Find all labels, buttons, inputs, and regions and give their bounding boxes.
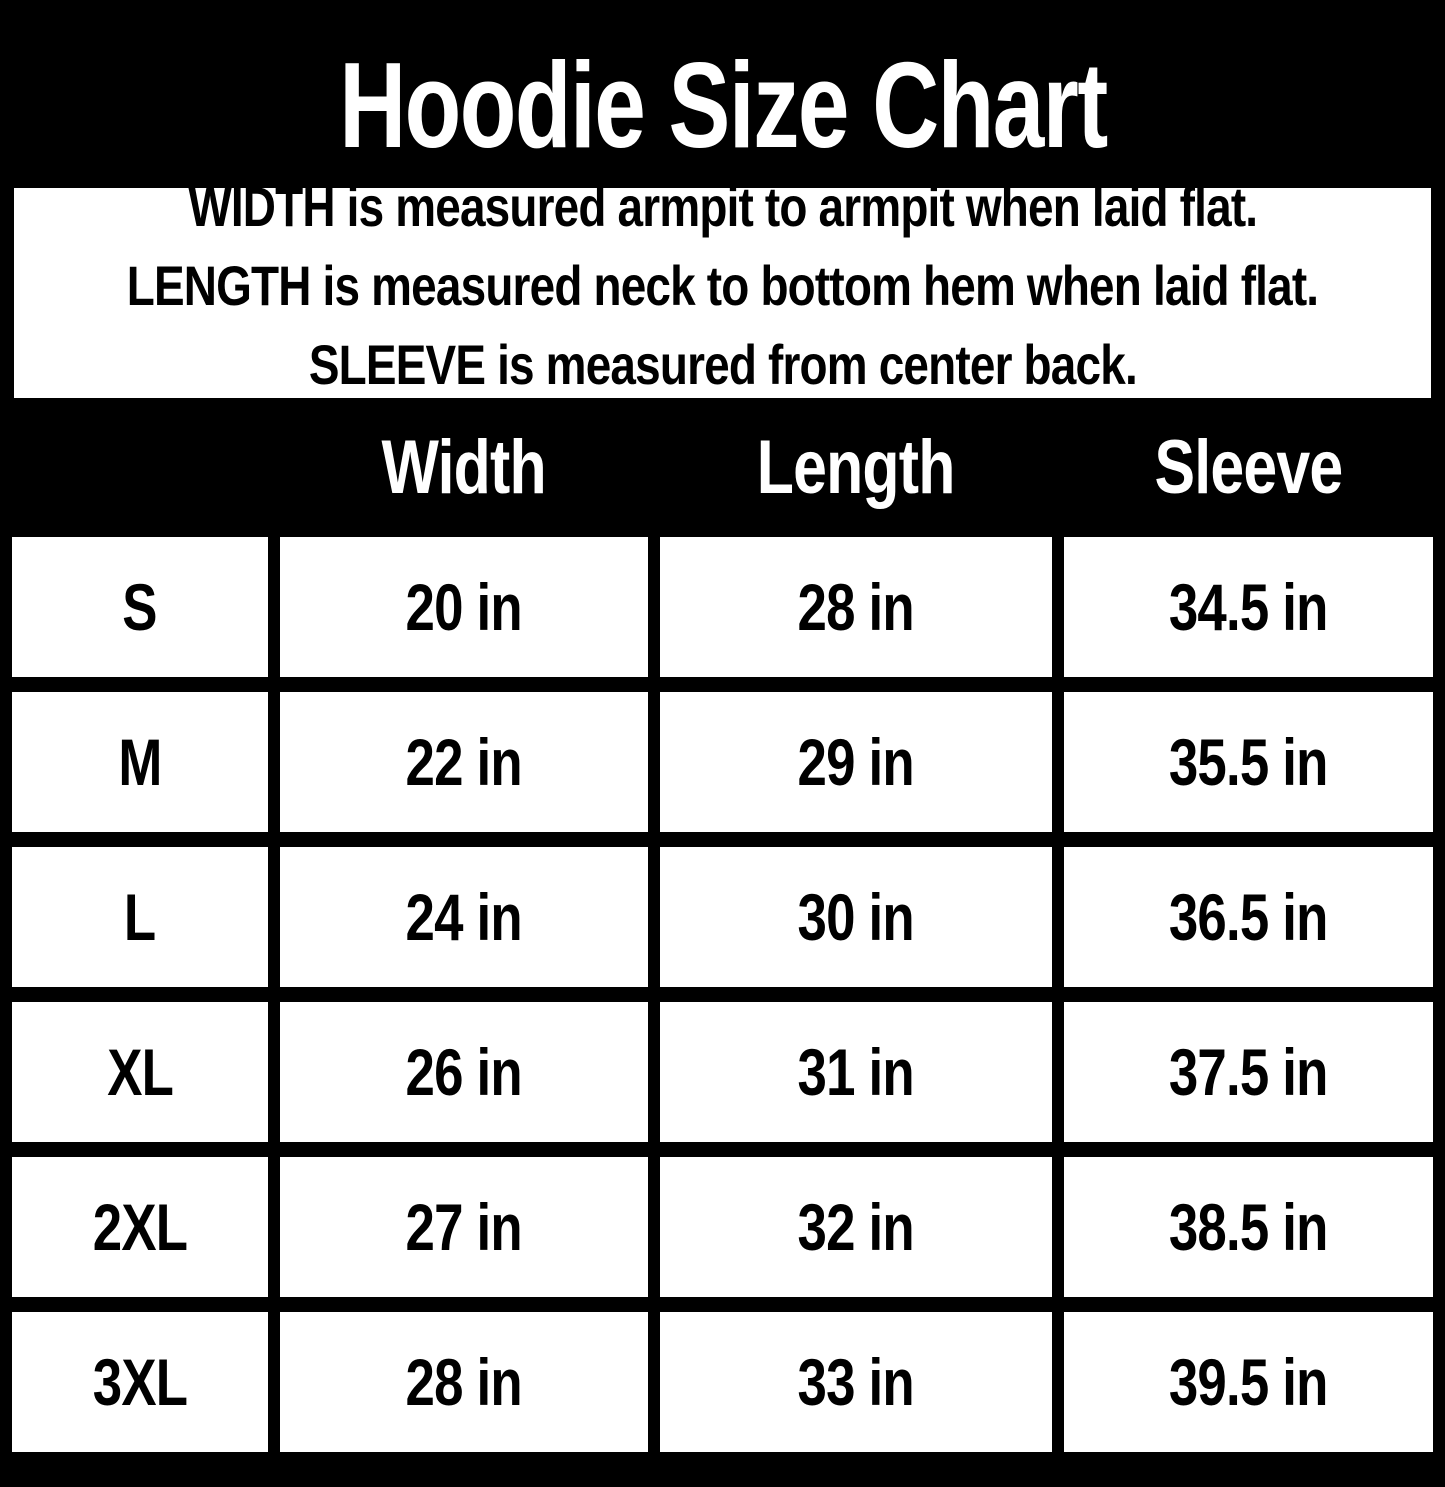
table-row-s: S 20 in 28 in 34.5 in [12,537,1433,677]
width-cell: 26 in [280,1002,648,1142]
size-cell: 3XL [12,1312,268,1452]
column-header-length: Length [757,425,956,510]
sleeve-cell: 35.5 in [1064,692,1433,832]
length-cell: 29 in [660,692,1052,832]
size-cell: XL [12,1002,268,1142]
size-cell: S [12,537,268,677]
size-table: Width Length Sleeve S 20 in 28 in 34.5 i… [12,398,1433,1452]
table-row-3xl: 3XL 28 in 33 in 39.5 in [12,1312,1433,1452]
page-title: Hoodie Size Chart [0,0,1445,188]
width-cell: 28 in [280,1312,648,1452]
sleeve-cell: 37.5 in [1064,1002,1433,1142]
sleeve-cell: 34.5 in [1064,537,1433,677]
column-header-width: Width [381,425,547,510]
size-cell: L [12,847,268,987]
size-cell: 2XL [12,1157,268,1297]
table-row-l: L 24 in 30 in 36.5 in [12,847,1433,987]
column-header-size-blank [12,398,268,537]
table-row-m: M 22 in 29 in 35.5 in [12,692,1433,832]
measurement-info-box: WIDTH is measured armpit to armpit when … [14,175,1431,398]
width-cell: 27 in [280,1157,648,1297]
table-row-2xl: 2XL 27 in 32 in 38.5 in [12,1157,1433,1297]
width-cell: 24 in [280,847,648,987]
length-cell: 33 in [660,1312,1052,1452]
page-title-text: Hoodie Size Chart [338,37,1108,173]
column-header-sleeve: Sleeve [1154,425,1344,510]
table-row-xl: XL 26 in 31 in 37.5 in [12,1002,1433,1142]
sleeve-cell: 39.5 in [1064,1312,1433,1452]
length-cell: 32 in [660,1157,1052,1297]
length-cell: 28 in [660,537,1052,677]
size-cell: M [12,692,268,832]
length-cell: 30 in [660,847,1052,987]
info-line-sleeve: SLEEVE is measured from center back. [308,332,1137,396]
info-line-length: LENGTH is measured neck to bottom hem wh… [126,253,1319,317]
width-cell: 20 in [280,537,648,677]
length-cell: 31 in [660,1002,1052,1142]
table-header-row: Width Length Sleeve [12,398,1433,537]
sleeve-cell: 38.5 in [1064,1157,1433,1297]
info-line-width: WIDTH is measured armpit to armpit when … [188,174,1258,238]
table-body: S 20 in 28 in 34.5 in M 22 in 29 in 35.5… [12,537,1433,1452]
width-cell: 22 in [280,692,648,832]
sleeve-cell: 36.5 in [1064,847,1433,987]
